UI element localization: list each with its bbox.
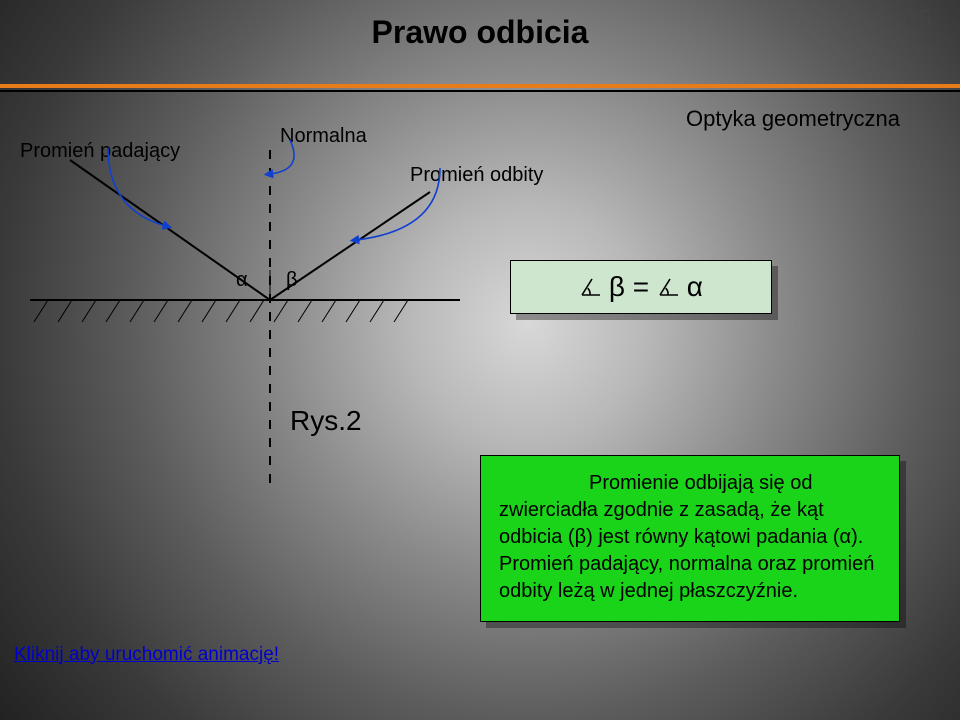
svg-text:β: β	[286, 269, 298, 291]
formula-beta: β	[609, 271, 625, 302]
angle-icon	[579, 276, 601, 298]
reflection-diagram: αβ	[0, 130, 500, 530]
play-animation-link[interactable]: Kliknij aby uruchomić animację!	[14, 644, 279, 666]
svg-text:α: α	[236, 269, 248, 291]
formula-alpha: α	[687, 271, 703, 302]
explanation-line1: Promienie odbijają się od	[499, 470, 881, 497]
angle-icon	[657, 276, 679, 298]
figure-caption: Rys.2	[290, 405, 362, 437]
slide: Prawo odbicia 05 Optyka geometryczna Pro…	[0, 0, 960, 720]
page-number: 05	[905, 6, 932, 34]
formula-box: β = α	[510, 260, 772, 314]
formula-equals: =	[633, 271, 657, 302]
explanation-box: Promienie odbijają się od zwierciadła zg…	[480, 455, 900, 622]
divider-orange	[0, 84, 960, 88]
page-title: Prawo odbicia	[0, 14, 960, 51]
explanation-body: zwierciadła zgodnie z zasadą, że kąt odb…	[499, 499, 874, 602]
subtitle: Optyka geometryczna	[686, 106, 900, 132]
divider-black	[0, 90, 960, 92]
